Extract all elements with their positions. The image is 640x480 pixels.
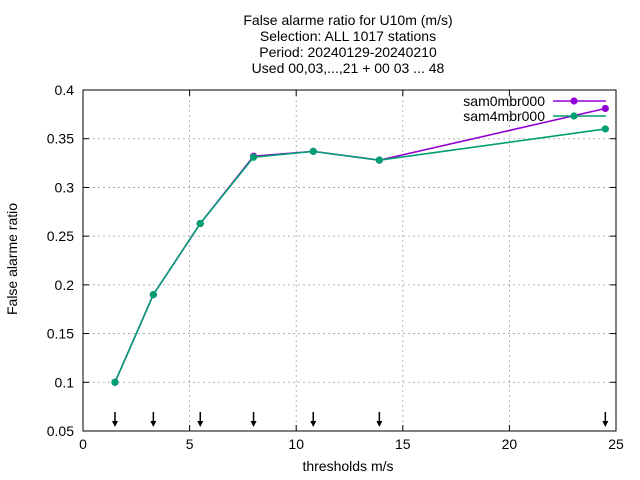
threshold-arrow [376,412,383,427]
threshold-arrow [197,412,204,427]
legend-label: sam0mbr000 [463,93,545,109]
x-tick-label: 15 [395,436,411,452]
threshold-arrow [310,412,317,427]
x-tick-label: 10 [288,436,304,452]
x-tick-label: 5 [186,436,194,452]
series-line [114,107,606,383]
threshold-arrow [602,412,609,427]
data-point [149,291,157,299]
plot-frame [82,89,617,432]
y-tick-label: 0.2 [55,277,75,293]
y-tick-label: 0.4 [55,82,75,98]
data-point [196,219,204,228]
data-point [375,156,383,164]
threshold-arrow [111,412,118,427]
title-line-3: Period: 20240129-20240210 [259,44,437,60]
axis-ticks: 0 5 10 15 20 25 0.05 0.1 0.15 0.2 0.25 0.3 0.35 0.4 [47,82,624,452]
threshold-arrow [250,412,257,427]
series-sam4mbr000 [111,125,609,386]
y-tick-label: 0.25 [47,228,74,244]
title-line-1: False alarme ratio for U10m (m/s) [243,12,452,28]
title-line-2: Selection: ALL 1017 stations [260,28,436,44]
series-layer [111,104,609,386]
y-tick-label: 0.05 [47,423,74,439]
x-tick-label: 20 [502,436,518,452]
data-point [111,378,119,386]
y-tick-label: 0.3 [55,179,75,195]
x-axis-label: thresholds m/s [302,458,393,474]
y-tick-label: 0.15 [47,326,74,342]
threshold-arrow [150,412,157,427]
data-point [249,153,258,161]
threshold-markers [111,412,609,427]
x-tick-label: 0 [79,436,87,452]
legend-label: sam4mbr000 [463,108,545,124]
legend-marker [570,97,578,105]
chart-title: False alarme ratio for U10m (m/s) Select… [243,12,452,76]
data-point [601,125,609,133]
y-tick-label: 0.1 [55,374,75,390]
y-tick-label: 0.35 [47,131,74,147]
y-axis-label: False alarme ratio [4,203,20,315]
x-tick-label: 25 [608,436,624,452]
title-line-4: Used 00,03,...,21 + 00 03 ... 48 [252,60,445,76]
series-line [114,128,606,383]
data-point [309,147,317,155]
legend-marker [570,112,578,120]
data-point [601,104,609,113]
grid [83,90,616,431]
